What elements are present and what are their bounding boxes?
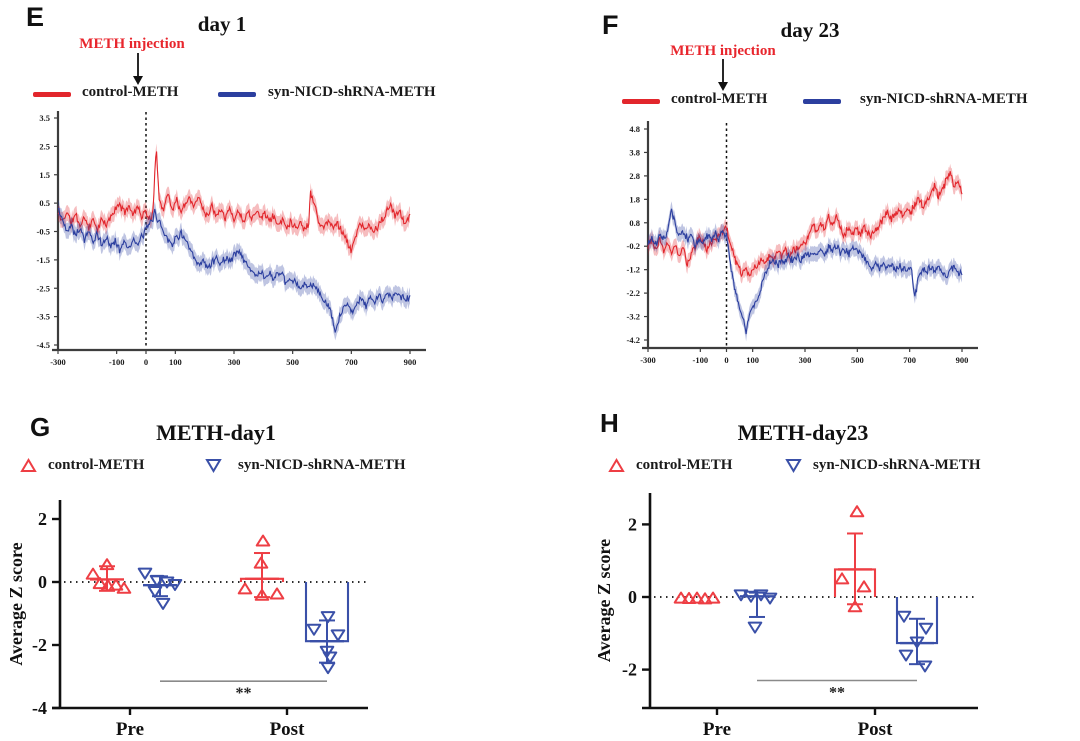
- svg-text:300: 300: [228, 357, 241, 367]
- svg-text:-3.5: -3.5: [37, 312, 50, 322]
- svg-text:4.8: 4.8: [629, 124, 640, 134]
- svg-text:500: 500: [286, 357, 299, 367]
- svg-text:-2.2: -2.2: [627, 288, 640, 298]
- triangle-up-icon: [20, 458, 37, 472]
- svg-text:Average Z score: Average Z score: [594, 539, 614, 662]
- svg-text:0: 0: [38, 572, 47, 592]
- svg-text:100: 100: [169, 357, 182, 367]
- svg-text:-300: -300: [50, 357, 66, 367]
- svg-text:0.5: 0.5: [39, 198, 50, 208]
- panel-F: F day 23 METH injection control-METH syn…: [540, 0, 1080, 380]
- svg-text:-300: -300: [640, 355, 656, 365]
- down-arrow-icon: [133, 53, 143, 85]
- panel-H: H METH-day23 control-METH syn-NICD-shRNA…: [540, 400, 1080, 741]
- legend-label-control-F: control-METH: [671, 91, 768, 107]
- panel-letter-G: G: [30, 412, 51, 442]
- legend-label-shrna-F: syn-NICD-shRNA-METH: [860, 91, 1028, 107]
- triangle-up-icon: [608, 458, 625, 472]
- svg-text:100: 100: [746, 355, 759, 365]
- svg-text:**: **: [829, 684, 845, 701]
- svg-text:-100: -100: [109, 357, 125, 367]
- svg-text:-3.2: -3.2: [627, 312, 640, 322]
- legend-label-shrna-E: syn-NICD-shRNA-METH: [268, 84, 436, 100]
- svg-text:Average Z score: Average Z score: [6, 542, 26, 665]
- panel-letter-H: H: [600, 408, 619, 438]
- panel-title-H: METH-day23: [737, 420, 869, 445]
- legend-swatch-shrna-E: [218, 92, 256, 97]
- svg-text:Post: Post: [270, 719, 306, 740]
- svg-text:-0.2: -0.2: [627, 241, 640, 251]
- svg-text:-1.2: -1.2: [627, 265, 640, 275]
- legend-label-control-E: control-METH: [82, 84, 179, 100]
- down-arrow-icon: [718, 59, 728, 91]
- svg-text:-0.5: -0.5: [37, 227, 50, 237]
- svg-text:-4.5: -4.5: [37, 340, 50, 350]
- legend-swatch-control-E: [33, 92, 71, 97]
- legend-label-shrna-H: syn-NICD-shRNA-METH: [813, 457, 981, 473]
- panel-E-plot: 3.5 2.5 1.5 0.5 -0.5 -1.5 -2.5 -3.5 -4.5-300 -100…: [37, 111, 426, 367]
- legend-label-control-H: control-METH: [636, 457, 733, 473]
- triangle-down-icon: [785, 459, 802, 473]
- panel-title-F: day 23: [780, 18, 840, 42]
- svg-text:3.8: 3.8: [629, 147, 640, 157]
- svg-text:500: 500: [851, 355, 864, 365]
- panel-E: E day 1 METH injection control-METH syn-…: [0, 0, 540, 380]
- injection-label-E: METH injection: [79, 36, 185, 52]
- panel-G-plot: 2 0 -2 -4 Pre Post Average Z score **: [6, 500, 368, 740]
- panel-letter-F: F: [602, 10, 619, 40]
- svg-text:Pre: Pre: [116, 719, 144, 740]
- panel-letter-E: E: [26, 2, 45, 32]
- svg-text:-2: -2: [622, 660, 637, 680]
- svg-text:Post: Post: [858, 719, 894, 740]
- svg-text:-2.5: -2.5: [37, 283, 50, 293]
- injection-label-F: METH injection: [670, 43, 776, 59]
- panel-title-E: day 1: [197, 12, 247, 36]
- svg-text:1.8: 1.8: [629, 194, 640, 204]
- svg-text:700: 700: [903, 355, 916, 365]
- svg-text:**: **: [236, 685, 252, 702]
- panel-F-plot: 4.8 3.8 2.8 1.8 0.8 -0.2 -1.2 -2.2 -3.2 -4.2-300 -…: [627, 121, 978, 365]
- svg-text:0: 0: [724, 355, 728, 365]
- svg-text:900: 900: [404, 357, 417, 367]
- panel-H-plot: 2 0 -2 Pre Post Average Z score **: [594, 493, 978, 740]
- svg-text:0: 0: [628, 587, 637, 607]
- svg-text:-4: -4: [32, 698, 47, 718]
- svg-text:1.5: 1.5: [39, 170, 50, 180]
- legend-swatch-shrna-F: [803, 99, 841, 104]
- svg-text:-1.5: -1.5: [37, 255, 50, 265]
- svg-text:2.8: 2.8: [629, 171, 640, 181]
- svg-text:700: 700: [345, 357, 358, 367]
- legend-label-control-G: control-METH: [48, 457, 145, 473]
- svg-text:0.8: 0.8: [629, 218, 640, 228]
- svg-text:2.5: 2.5: [39, 141, 50, 151]
- legend-label-shrna-G: syn-NICD-shRNA-METH: [238, 457, 406, 473]
- legend-swatch-control-F: [622, 99, 660, 104]
- svg-text:0: 0: [144, 357, 148, 367]
- svg-text:3.5: 3.5: [39, 113, 50, 123]
- svg-text:-2: -2: [32, 635, 47, 655]
- svg-text:-4.2: -4.2: [627, 335, 640, 345]
- panel-title-G: METH-day1: [156, 420, 276, 445]
- svg-text:300: 300: [799, 355, 812, 365]
- svg-text:2: 2: [38, 509, 47, 529]
- svg-text:2: 2: [628, 514, 637, 534]
- panel-G: G METH-day1 control-METH syn-NICD-shRNA-…: [0, 400, 540, 741]
- svg-text:Pre: Pre: [703, 719, 731, 740]
- svg-text:-100: -100: [693, 355, 709, 365]
- triangle-down-icon: [205, 459, 222, 473]
- svg-text:900: 900: [956, 355, 969, 365]
